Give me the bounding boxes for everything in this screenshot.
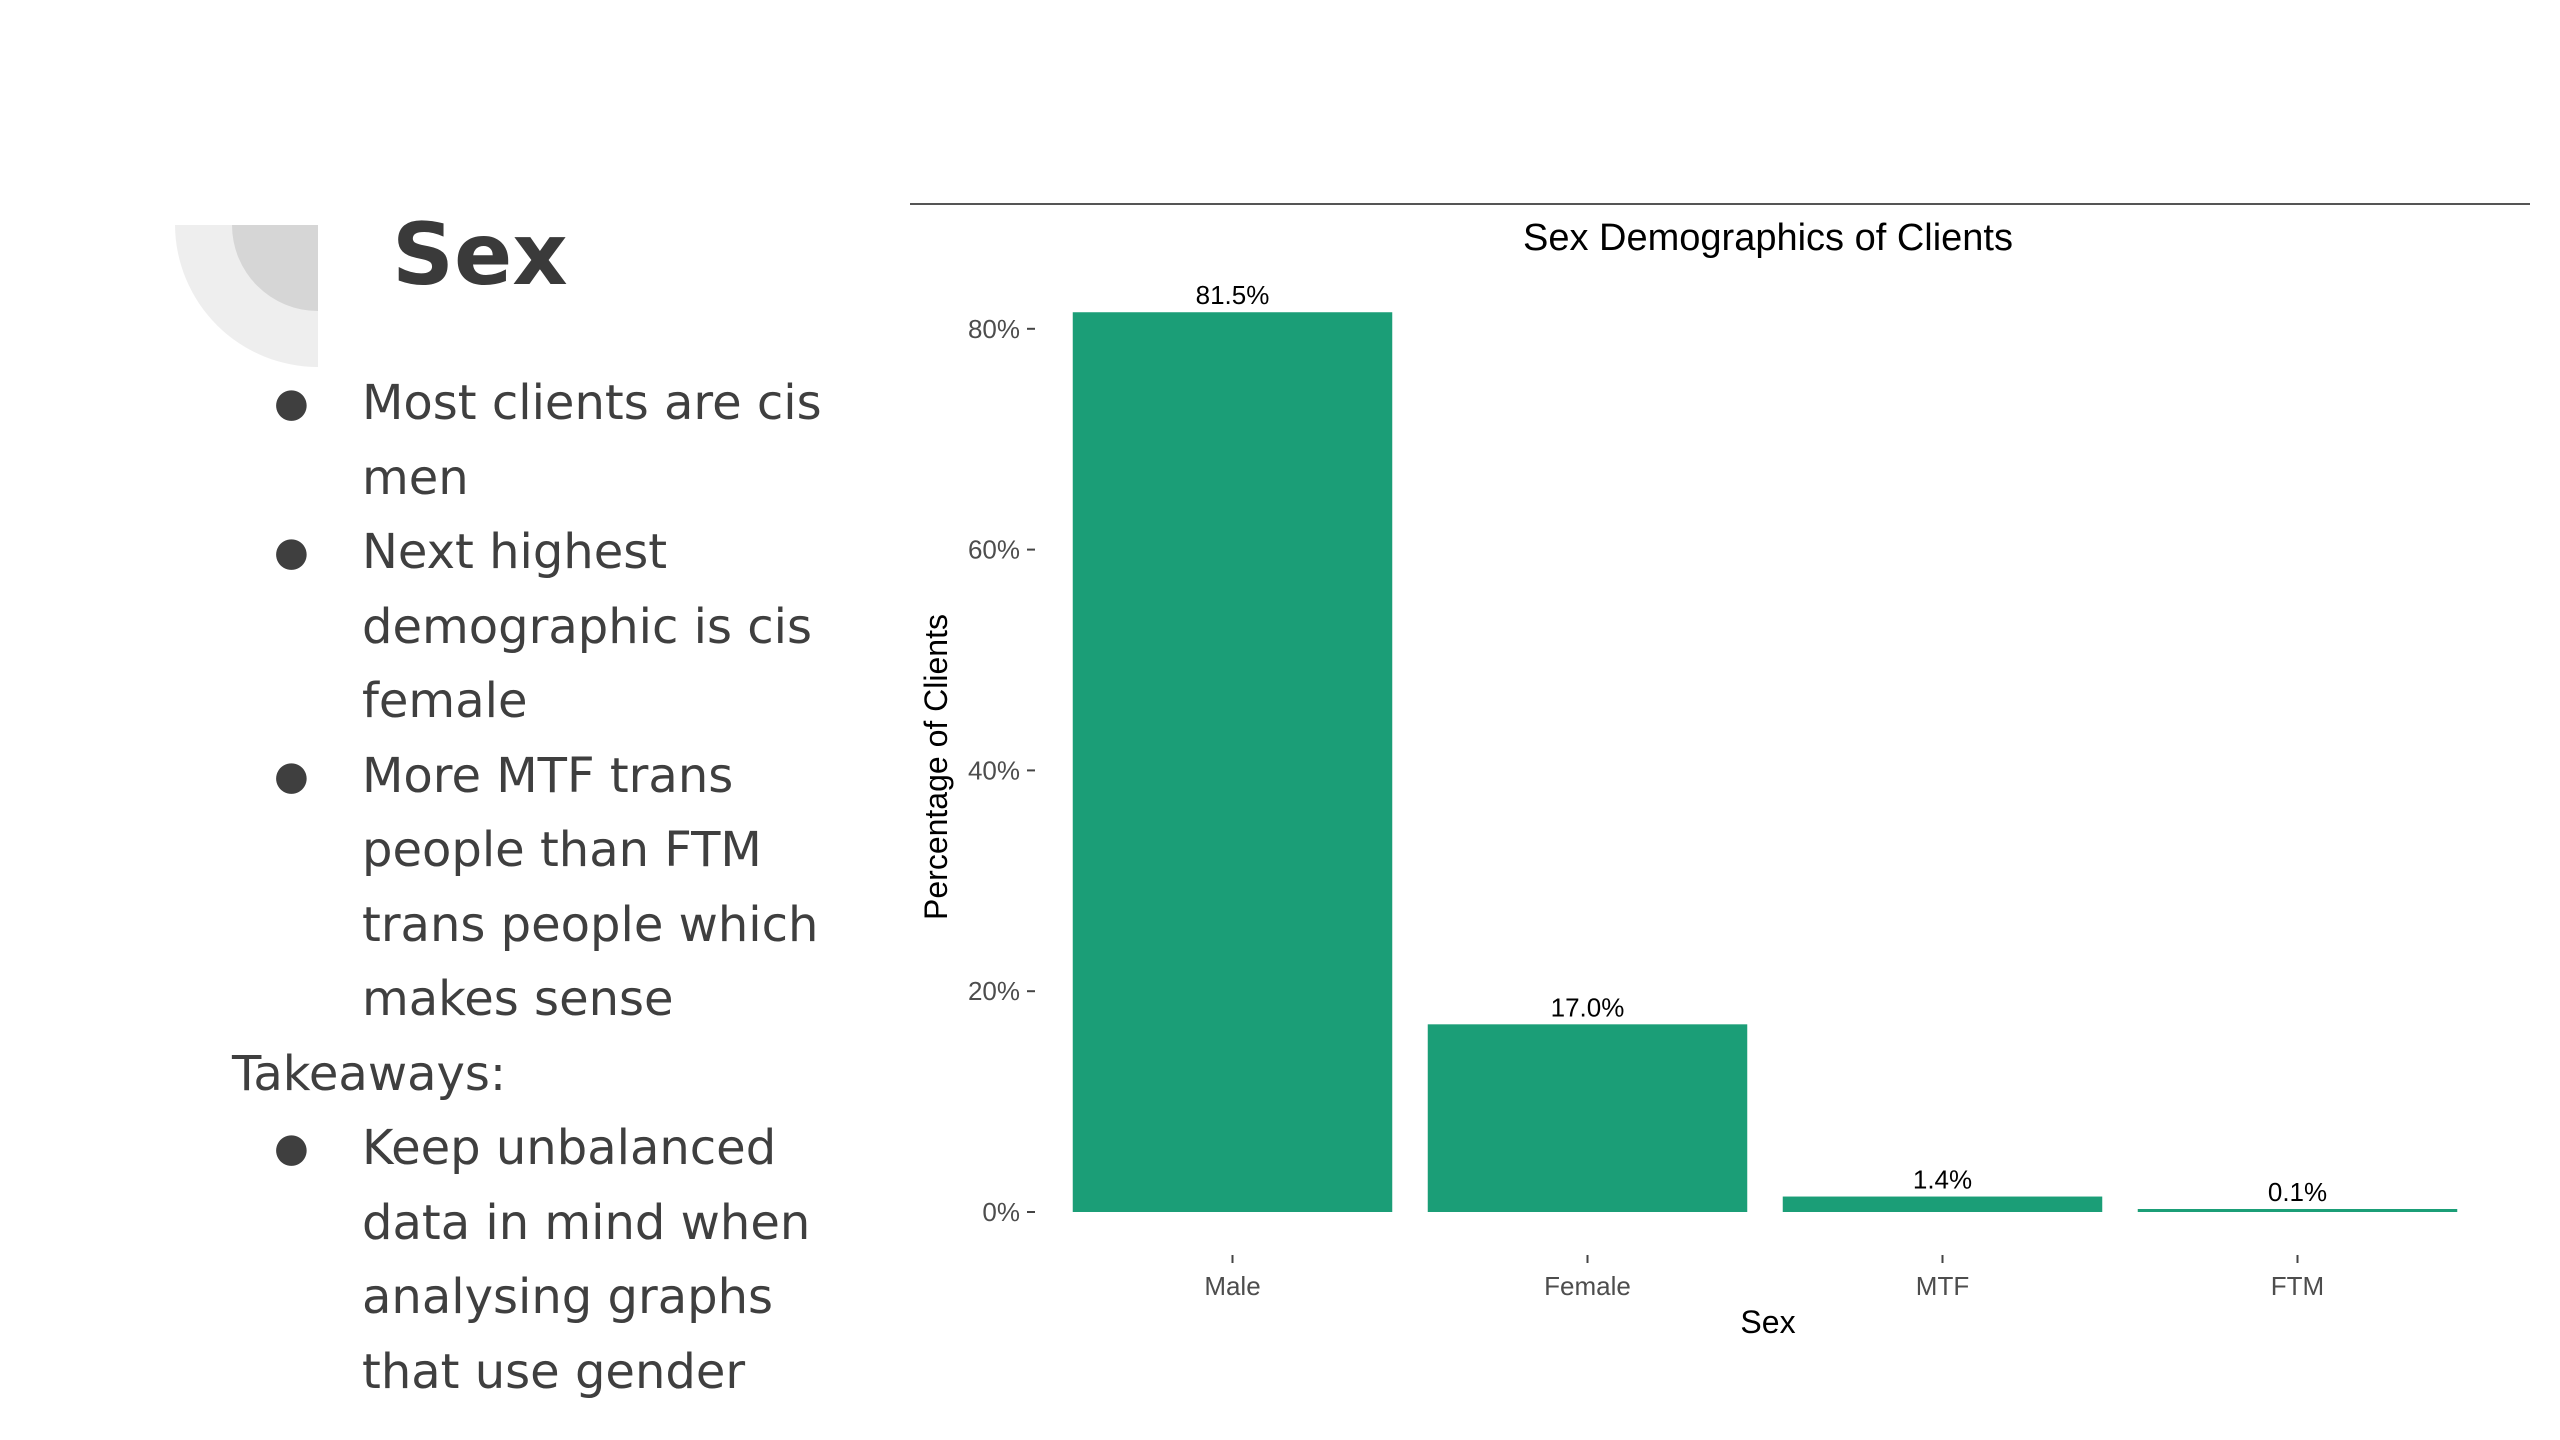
bullet-list-top: ● Most clients are cis men ● Next highest … <box>230 366 870 1037</box>
bullet-text: Keep unbalanced data in mind when analys… <box>362 1120 811 1400</box>
bullet-item: ● Most clients are cis men <box>230 366 870 515</box>
data-label: 81.5% <box>1196 280 1270 310</box>
bar-ftm <box>2137 1209 2458 1212</box>
y-tick-label: 80% <box>968 314 1020 344</box>
y-tick-label: 60% <box>968 535 1020 565</box>
x-tick-label: Male <box>1204 1271 1260 1301</box>
x-tick-label: Female <box>1544 1271 1631 1301</box>
bullet-icon: ● <box>274 752 309 799</box>
bullet-icon: ● <box>274 529 309 575</box>
chart-marks: 0% 20% 40% 60% 80% 81.5% Male 17.0% Female 1.4% MT… <box>968 280 2458 1301</box>
bullet-text: Next highest demographic is cis female <box>362 524 812 729</box>
bullet-item: ● Keep unbalanced data in mind when analy… <box>230 1111 870 1409</box>
takeaways-label: Takeaways: <box>232 1045 507 1102</box>
x-tick-label: FTM <box>2271 1271 2324 1301</box>
y-tick-label: 0% <box>982 1197 1020 1227</box>
y-tick-label: 20% <box>968 976 1020 1006</box>
bullet-text: More MTF trans people than FTM trans peo… <box>362 747 819 1028</box>
chart-title: Sex Demographics of Clients <box>1523 217 2013 259</box>
x-tick-label: MTF <box>1916 1271 1969 1301</box>
bar-chart: Sex Demographics of Clients Percentage o… <box>910 203 2530 1340</box>
slide-title: Sex <box>392 205 568 305</box>
data-label: 1.4% <box>1913 1165 1972 1195</box>
bullet-list-bottom: ● Keep unbalanced data in mind when analy… <box>230 1111 870 1409</box>
bar-mtf <box>1782 1196 2103 1212</box>
decorative-corner-shape <box>175 225 318 367</box>
bar-female <box>1427 1024 1748 1212</box>
slide-text-body: ● Most clients are cis men ● Next highest … <box>230 366 870 1409</box>
bullet-item: ● Next highest demographic is cis female <box>230 515 870 739</box>
data-label: 0.1% <box>2268 1177 2327 1207</box>
bullet-item: ● More MTF trans people than FTM trans pe… <box>230 739 870 1037</box>
bar-male <box>1072 312 1393 1212</box>
bullet-icon: ● <box>274 1125 309 1171</box>
data-label: 17.0% <box>1551 992 1625 1022</box>
bullet-icon: ● <box>274 380 309 426</box>
chart-container: Sex Demographics of Clients Percentage o… <box>880 170 2540 1370</box>
x-axis-label: Sex <box>1740 1304 1795 1340</box>
y-tick-label: 40% <box>968 755 1020 785</box>
bullet-text: Most clients are cis men <box>362 375 822 506</box>
y-axis-label: Percentage of Clients <box>918 614 954 920</box>
